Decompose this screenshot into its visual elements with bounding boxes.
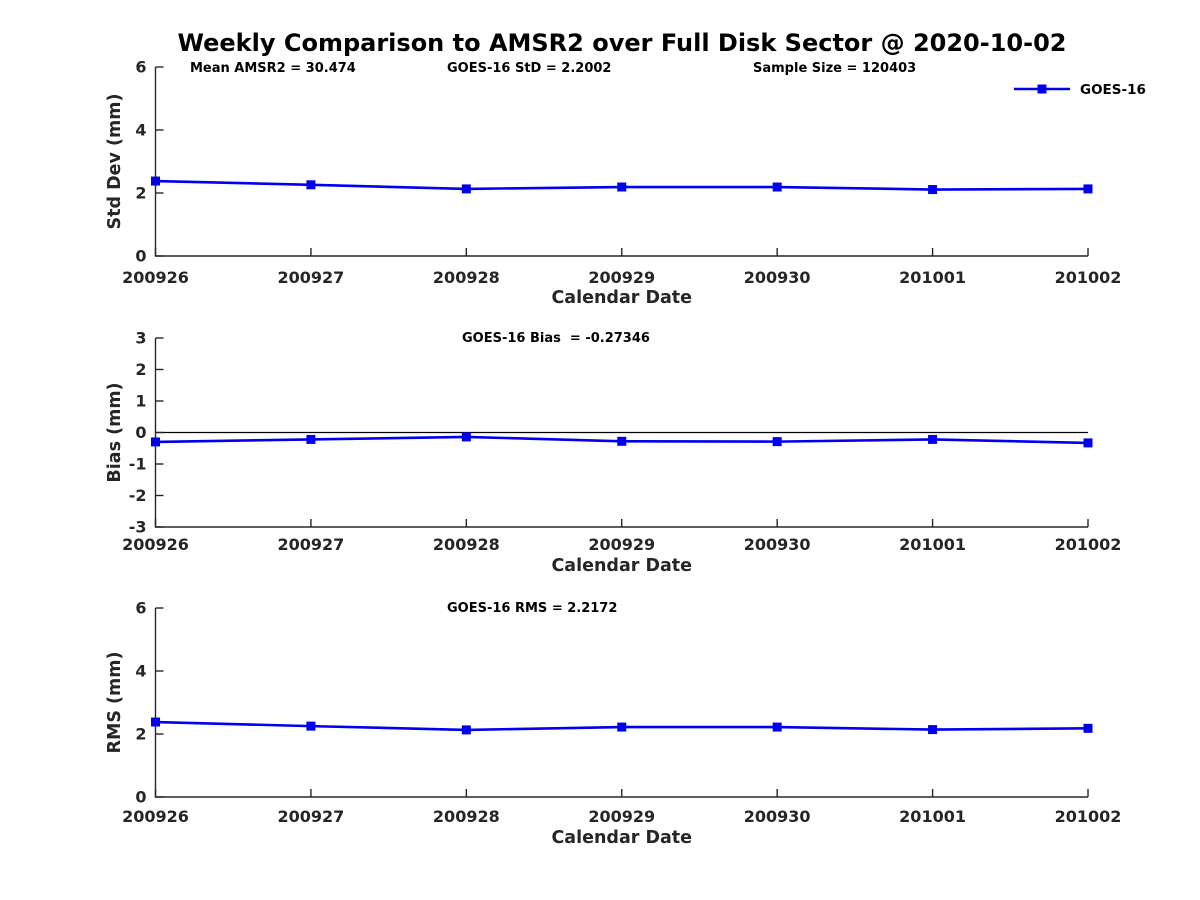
axes-spines	[154, 67, 1088, 257]
data-point-marker	[772, 182, 782, 192]
figure-title: Weekly Comparison to AMSR2 over Full Dis…	[177, 29, 1067, 57]
data-point-marker	[772, 437, 782, 447]
y-tick-label: 2	[135, 360, 146, 379]
data-point-marker	[1083, 723, 1093, 733]
y-tick-label: 6	[135, 58, 146, 77]
y-tick-label: -2	[129, 486, 147, 505]
data-point-marker	[617, 182, 627, 192]
legend-marker-icon	[1037, 84, 1047, 94]
x-tick-label: 201001	[899, 268, 966, 287]
x-tick-label: 200926	[122, 807, 189, 826]
bias-plot: GOES-16 Bias = -0.27346 -3 -2 -1 0 1 2 3 200926 2…	[105, 329, 1122, 577]
x-axis-label: Calendar Date	[551, 556, 692, 576]
annotation: GOES-16 Bias = -0.27346	[462, 331, 650, 346]
x-axis-label: Calendar Date	[551, 828, 692, 848]
y-tick-label: -1	[129, 455, 147, 474]
y-tick-label: 0	[135, 788, 146, 807]
data-point-marker	[772, 722, 782, 732]
data-point-marker	[151, 717, 160, 727]
y-tick-label: 2	[135, 184, 146, 203]
y-tick-label: 6	[135, 599, 146, 618]
x-tick-label: 200930	[744, 535, 811, 554]
x-tick-label: 200929	[588, 807, 655, 826]
y-tick-label: 3	[135, 329, 146, 348]
data-point-marker	[617, 722, 627, 732]
annotation: Sample Size = 120403	[753, 61, 916, 76]
x-tick-label: 200927	[278, 535, 345, 554]
data-point-marker	[306, 721, 316, 731]
x-tick-label: 201002	[1055, 807, 1122, 826]
x-tick-label: 200926	[122, 268, 189, 287]
data-point-marker	[928, 725, 938, 735]
y-tick-label: 1	[135, 392, 146, 411]
rms-plot: GOES-16 RMS = 2.2172 0 2 4 6 200926 200927 2009…	[105, 599, 1122, 849]
y-tick-label: 0	[135, 423, 146, 442]
x-tick-label: 200928	[433, 535, 500, 554]
x-tick-label: 201001	[899, 535, 966, 554]
x-axis-label: Calendar Date	[551, 288, 692, 308]
y-axis-label: Std Dev (mm)	[105, 94, 125, 230]
x-tick-label: 201001	[899, 807, 966, 826]
annotation: Mean AMSR2 = 30.474	[190, 61, 356, 76]
x-tick-label: 201002	[1055, 535, 1122, 554]
x-tick-label: 200928	[433, 268, 500, 287]
x-tick-label: 200929	[588, 268, 655, 287]
data-point-marker	[151, 176, 160, 186]
annotation: GOES-16 StD = 2.2002	[447, 61, 611, 76]
x-tick-label: 200927	[278, 268, 345, 287]
y-axis-label: RMS (mm)	[105, 651, 125, 753]
data-point-marker	[928, 434, 938, 444]
x-tick-label: 201002	[1055, 268, 1122, 287]
x-tick-label: 200928	[433, 807, 500, 826]
x-tick-label: 200926	[122, 535, 189, 554]
axes-spines	[154, 608, 1088, 798]
std-dev-plot: Mean AMSR2 = 30.474 GOES-16 StD = 2.2002 S…	[105, 58, 1146, 309]
y-axis-label: Bias (mm)	[105, 382, 125, 482]
y-tick-label: 4	[135, 662, 146, 681]
data-point-marker	[461, 725, 471, 735]
data-point-marker	[461, 184, 471, 194]
y-tick-label: 0	[135, 247, 146, 266]
annotation: GOES-16 RMS = 2.2172	[447, 601, 617, 616]
data-point-marker	[1083, 438, 1093, 448]
y-tick-label: 2	[135, 725, 146, 744]
data-point-marker	[1083, 184, 1093, 194]
data-point-marker	[306, 434, 316, 444]
data-point-marker	[306, 180, 316, 190]
y-tick-label: 4	[135, 121, 146, 140]
legend: GOES-16	[1014, 82, 1146, 98]
x-tick-label: 200927	[278, 807, 345, 826]
legend-label: GOES-16	[1080, 82, 1146, 98]
x-tick-label: 200930	[744, 268, 811, 287]
x-tick-label: 200930	[744, 807, 811, 826]
x-tick-label: 200929	[588, 535, 655, 554]
data-point-marker	[928, 185, 938, 195]
data-point-marker	[617, 436, 627, 446]
data-point-marker	[461, 432, 471, 442]
data-point-marker	[151, 437, 160, 447]
y-tick-label: -3	[129, 518, 147, 537]
